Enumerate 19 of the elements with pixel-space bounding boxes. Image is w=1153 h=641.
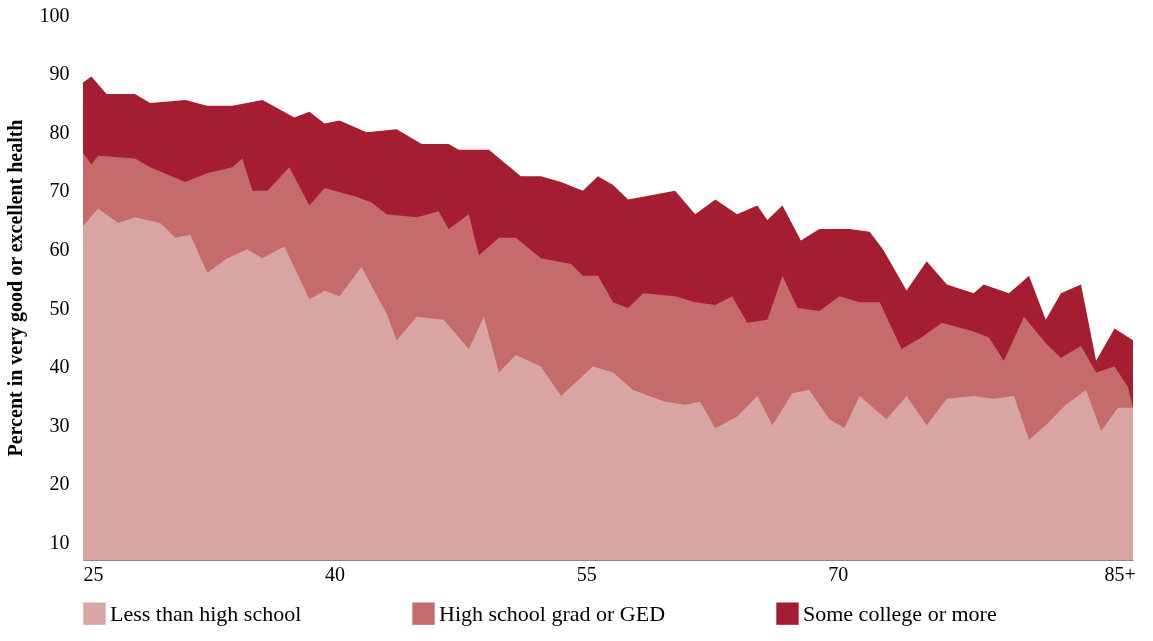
y-tick-label: 10 [49, 530, 70, 553]
legend-label: Some college or more [803, 600, 997, 626]
x-tick-label: 25 [83, 562, 104, 585]
y-tick-label: 60 [49, 237, 70, 260]
x-tick-label: 55 [576, 562, 597, 585]
y-tick-label: 50 [49, 296, 70, 319]
x-tick-label: 40 [325, 562, 346, 585]
y-tick-label: 30 [49, 413, 70, 436]
y-axis-title: Percent in very good or excellent health [3, 119, 27, 457]
legend-label: Less than high school [110, 600, 302, 626]
legend-label: High school grad or GED [439, 600, 666, 626]
y-tick-label: 40 [49, 355, 70, 378]
x-tick-label: 70 [828, 562, 849, 585]
x-tick-label: 85+ [1104, 562, 1136, 585]
y-tick-label: 80 [49, 120, 70, 143]
y-tick-label: 20 [49, 472, 70, 495]
y-tick-label: 90 [49, 62, 70, 85]
y-tick-label: 70 [49, 179, 70, 202]
y-tick-label: 100 [39, 3, 70, 26]
